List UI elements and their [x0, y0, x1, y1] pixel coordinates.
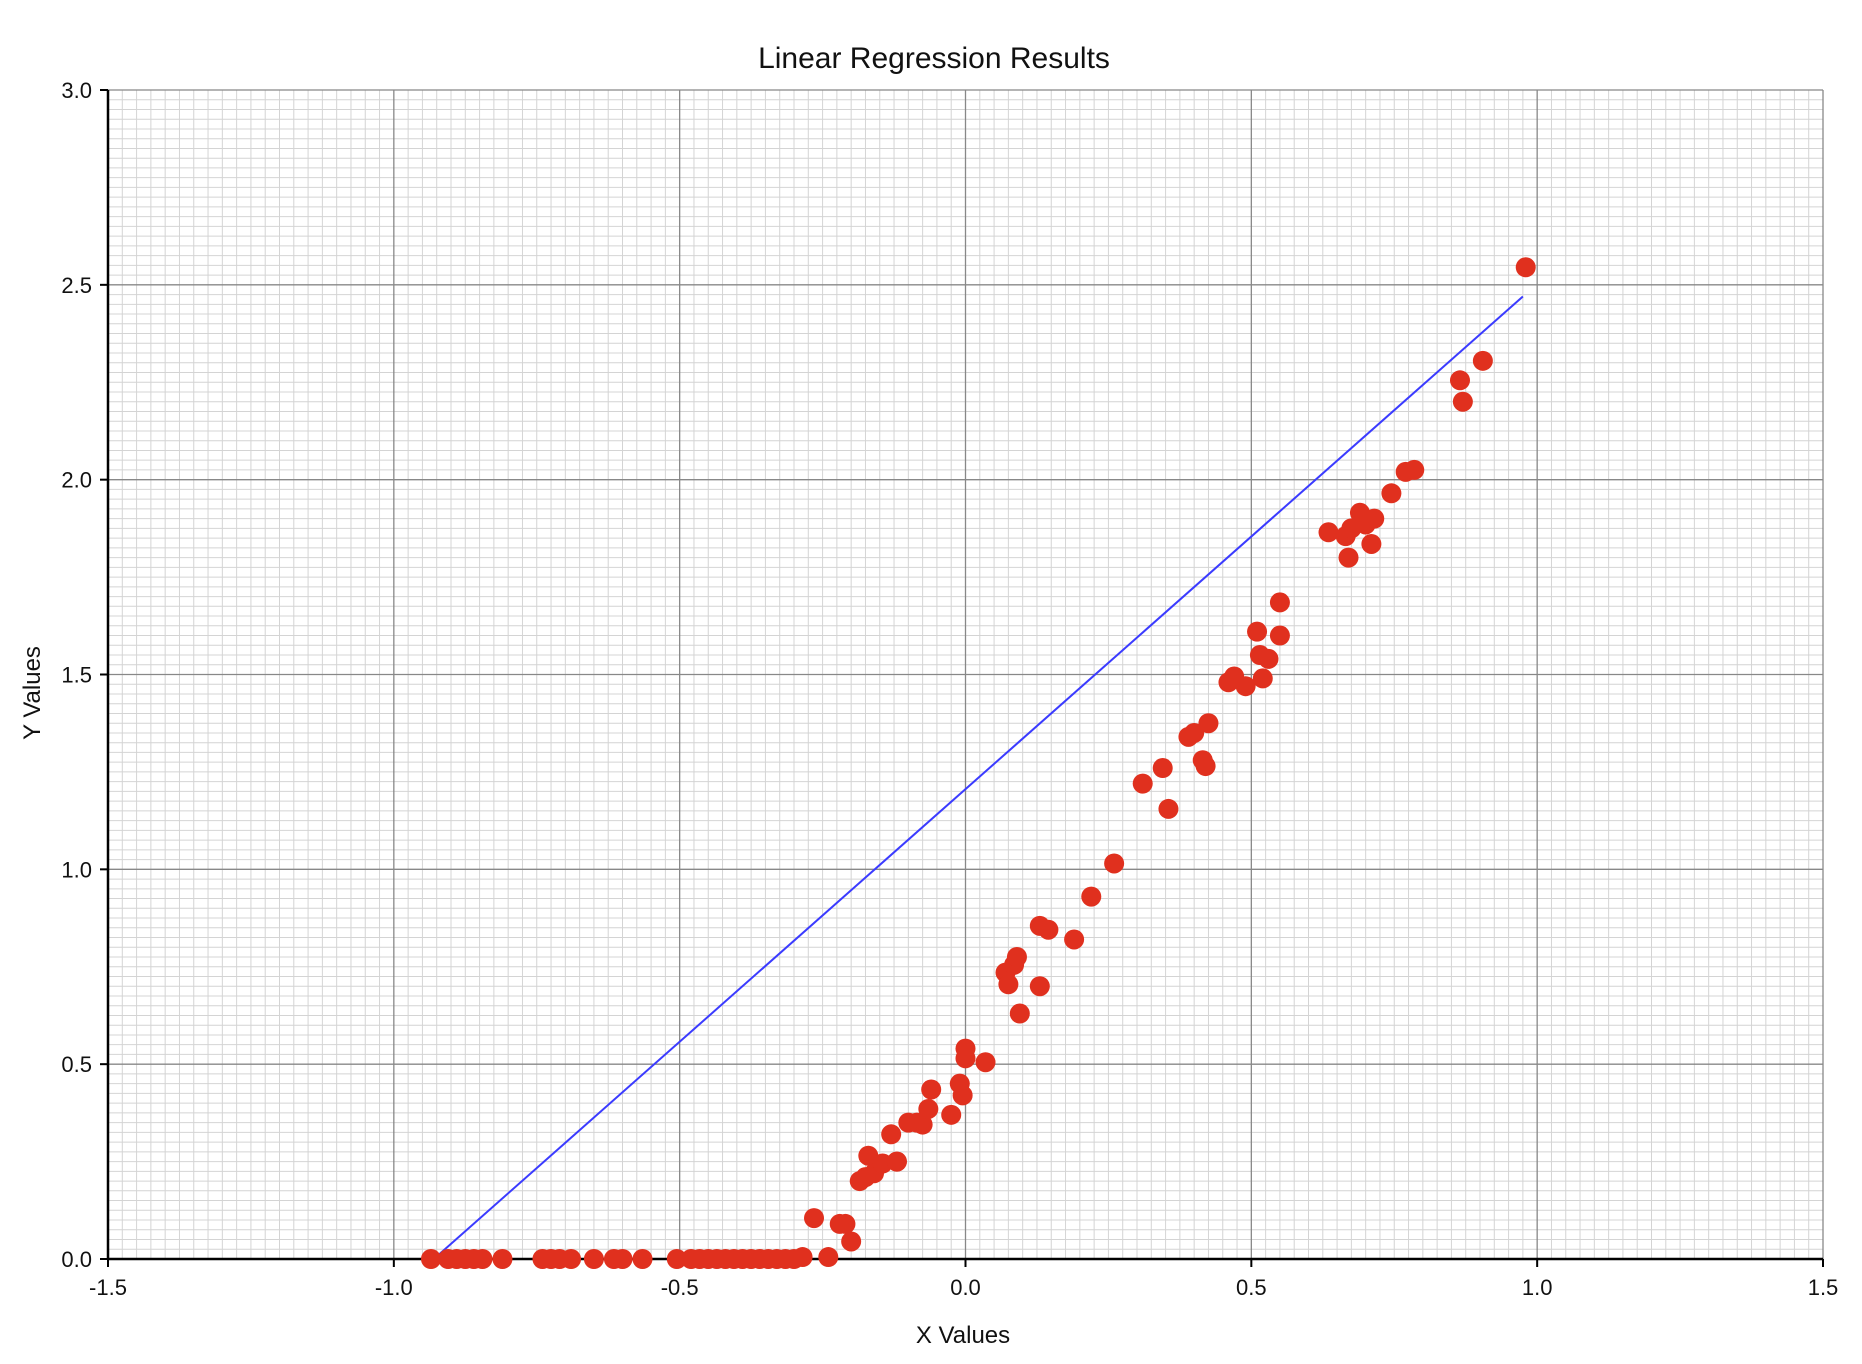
data-point: [632, 1249, 653, 1269]
x-tick-label: 0.5: [1236, 1275, 1267, 1300]
data-point: [1006, 947, 1027, 968]
data-point: [941, 1104, 962, 1125]
data-point: [1338, 547, 1359, 568]
data-point: [952, 1085, 973, 1106]
x-tick-label: 1.0: [1522, 1275, 1553, 1300]
data-point: [1449, 370, 1470, 391]
data-point: [1009, 1003, 1030, 1024]
x-tick-label: 0.0: [950, 1275, 981, 1300]
regression-line-group: [433, 295, 1524, 1260]
data-point: [955, 1048, 976, 1069]
data-point: [1152, 758, 1173, 779]
y-tick-labels: 0.0 0.5 1.0 1.5 2.0 2.5 3.0: [61, 78, 92, 1272]
data-point: [1064, 929, 1085, 950]
y-tick-label: 1.5: [61, 663, 92, 688]
data-point: [583, 1249, 604, 1269]
x-tick-label: 1.5: [1808, 1275, 1839, 1300]
data-point: [881, 1124, 902, 1145]
data-point: [1361, 533, 1382, 554]
data-point: [1404, 459, 1425, 480]
data-point: [1235, 676, 1256, 697]
y-tick-label: 1.0: [61, 857, 92, 882]
x-axis-label: X Values: [916, 1322, 1010, 1349]
data-point: [1029, 976, 1050, 997]
data-point: [1158, 798, 1179, 819]
data-point: [886, 1151, 907, 1172]
data-point: [1104, 853, 1125, 874]
data-point: [492, 1249, 513, 1269]
y-tick-label: 2.0: [61, 468, 92, 493]
x-tick-label: -1.0: [375, 1275, 413, 1300]
data-point: [1038, 919, 1059, 940]
data-point: [1269, 625, 1290, 646]
data-point: [792, 1247, 813, 1268]
data-point: [1318, 522, 1339, 543]
data-point: [912, 1114, 933, 1135]
data-point: [1364, 508, 1385, 529]
data-point: [561, 1249, 582, 1269]
data-point: [975, 1052, 996, 1073]
data-point: [666, 1249, 687, 1269]
data-point: [1247, 621, 1268, 642]
data-point: [1452, 391, 1473, 412]
data-point: [1472, 350, 1493, 371]
data-point: [1184, 722, 1205, 743]
data-point: [420, 1249, 441, 1269]
data-point: [835, 1213, 856, 1234]
regression-line: [433, 295, 1524, 1260]
chart-title: Linear Regression Results: [758, 42, 1110, 75]
y-tick-label: 2.5: [61, 273, 92, 298]
data-point: [472, 1249, 493, 1269]
x-tick-labels: -1.5 -1.0 -0.5 0.0 0.5 1.0 1.5: [89, 1275, 1838, 1300]
data-point: [1381, 483, 1402, 504]
data-point: [818, 1247, 839, 1268]
data-point: [998, 974, 1019, 995]
data-point: [1252, 668, 1273, 689]
y-axis-label: Y Values: [19, 646, 46, 740]
data-point: [921, 1079, 942, 1100]
major-grid: [107, 89, 1824, 1260]
x-tick-label: -0.5: [661, 1275, 699, 1300]
data-points: [420, 257, 1536, 1269]
data-point: [612, 1249, 633, 1269]
x-tick-label: -1.5: [89, 1275, 127, 1300]
data-point: [1515, 257, 1536, 278]
data-point: [1195, 756, 1216, 777]
data-point: [1269, 592, 1290, 613]
y-tick-label: 3.0: [61, 78, 92, 103]
data-point: [918, 1098, 939, 1119]
y-tick-label: 0.5: [61, 1052, 92, 1077]
data-point: [804, 1208, 825, 1229]
data-point: [1198, 713, 1219, 734]
y-tick-label: 0.0: [61, 1247, 92, 1272]
data-point: [1258, 648, 1279, 669]
data-point: [1081, 886, 1102, 907]
data-point: [1132, 773, 1153, 794]
data-point: [841, 1231, 862, 1252]
